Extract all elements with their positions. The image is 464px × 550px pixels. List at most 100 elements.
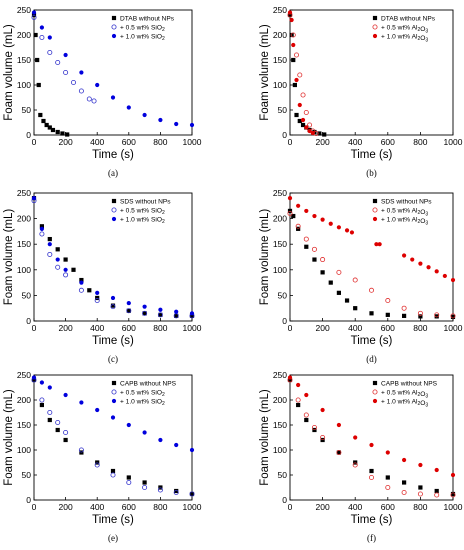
legend-label: + 0.5 wt% Al2O3 — [381, 207, 428, 217]
data-point — [63, 392, 68, 398]
data-point — [95, 295, 100, 301]
y-tick-label: 50 — [22, 470, 32, 480]
data-point — [296, 226, 301, 231]
data-point — [369, 311, 374, 316]
x-axis-label: Time (s) — [92, 514, 134, 526]
data-point — [126, 422, 131, 428]
legend-marker — [372, 380, 378, 386]
x-tick-label: 0 — [288, 323, 293, 333]
data-point — [320, 437, 325, 443]
data-point — [434, 269, 439, 274]
legend-marker — [372, 216, 378, 222]
data-point — [110, 95, 116, 100]
data-point — [71, 267, 76, 272]
data-point — [50, 127, 56, 133]
data-point — [55, 419, 61, 425]
legend-label: + 0.5 wt% SiO2 — [120, 389, 165, 398]
data-point — [39, 397, 45, 403]
data-point — [47, 385, 52, 390]
data-point — [174, 488, 179, 494]
chart-panel: 0 200 400 600 800 1000 0 50 100 150 200 250 Time (s)… — [3, 188, 202, 364]
data-point — [33, 32, 38, 38]
data-point — [189, 313, 195, 318]
x-tick-label: 200 — [59, 502, 73, 512]
x-tick-label: 200 — [59, 137, 73, 147]
data-point — [95, 290, 100, 295]
data-point — [303, 110, 309, 116]
x-tick-label: 1000 — [183, 137, 202, 147]
series-1 — [31, 377, 195, 497]
legend: SDS without NPs + 0.5 wt% Al2O3+ 1.0 wt% … — [372, 198, 432, 227]
data-point — [311, 424, 317, 430]
data-point — [79, 400, 84, 405]
data-point — [352, 462, 358, 468]
data-point — [344, 298, 350, 303]
legend-label: + 1.0 wt% SiO2 — [120, 216, 165, 225]
x-tick-label: 1000 — [444, 323, 463, 333]
data-point — [189, 311, 195, 316]
data-point — [79, 280, 84, 285]
y-axis-label: Foam volume (mL) — [3, 389, 15, 486]
data-point — [434, 467, 439, 473]
plot-frame — [289, 374, 454, 501]
legend: CAPB without NPS + 0.5 wt% Al2O3+ 1.0 wt%… — [372, 380, 438, 409]
legend-marker — [111, 389, 117, 395]
data-point — [336, 450, 341, 455]
data-point — [142, 304, 147, 309]
data-point — [322, 132, 327, 137]
data-point — [126, 475, 131, 480]
y-axis-label: Foam volume (mL) — [3, 24, 15, 121]
x-tick-label: 200 — [316, 137, 330, 147]
data-point — [189, 491, 195, 497]
data-point — [418, 462, 423, 468]
data-point — [292, 82, 297, 88]
data-point — [39, 35, 45, 41]
x-axis-label: Time (s) — [92, 149, 134, 161]
x-tick-label: 600 — [122, 323, 136, 333]
data-point — [353, 306, 358, 311]
data-point — [368, 474, 374, 480]
legend-label: CAPB without NPS — [120, 380, 177, 387]
data-point — [31, 375, 37, 380]
y-tick-label: 250 — [273, 370, 287, 380]
data-point — [336, 225, 341, 230]
panel-label: (a) — [108, 168, 118, 178]
x-tick-label: 600 — [381, 323, 395, 333]
data-point — [126, 308, 132, 314]
x-tick-label: 400 — [90, 137, 104, 147]
plot-frame — [289, 192, 454, 322]
data-point — [142, 112, 147, 118]
chart-panel: 0 200 400 600 800 1000 0 50 100 150 200 250 Time (s)… — [259, 370, 463, 543]
legend-label: + 1.0 wt% SiO2 — [120, 33, 165, 42]
data-point — [317, 131, 322, 136]
data-point — [450, 472, 456, 478]
data-point — [328, 280, 333, 285]
legend-label: + 0.5 wt% Al2O3 — [381, 389, 428, 399]
data-point — [95, 407, 100, 413]
data-point — [39, 380, 45, 385]
panel-label: (d) — [366, 354, 377, 364]
data-point — [47, 409, 53, 415]
legend-marker — [372, 198, 378, 204]
legend-marker — [111, 24, 117, 30]
data-point — [174, 121, 179, 127]
x-tick-label: 400 — [348, 502, 362, 512]
y-tick-label: 50 — [22, 105, 32, 115]
data-point — [60, 131, 65, 136]
data-point — [369, 468, 374, 474]
series-1 — [287, 377, 456, 497]
data-point — [110, 304, 116, 310]
legend-marker — [111, 207, 117, 213]
data-point — [369, 442, 374, 448]
data-point — [294, 52, 300, 58]
data-point — [289, 17, 294, 23]
x-tick-label: 400 — [348, 137, 362, 147]
y-tick-label: 250 — [17, 5, 31, 15]
data-point — [295, 223, 301, 229]
data-point — [78, 447, 84, 453]
y-tick-label: 100 — [17, 445, 31, 455]
data-point — [174, 442, 179, 448]
data-point — [55, 129, 60, 135]
data-point — [31, 10, 37, 15]
x-tick-label: 0 — [32, 137, 37, 147]
